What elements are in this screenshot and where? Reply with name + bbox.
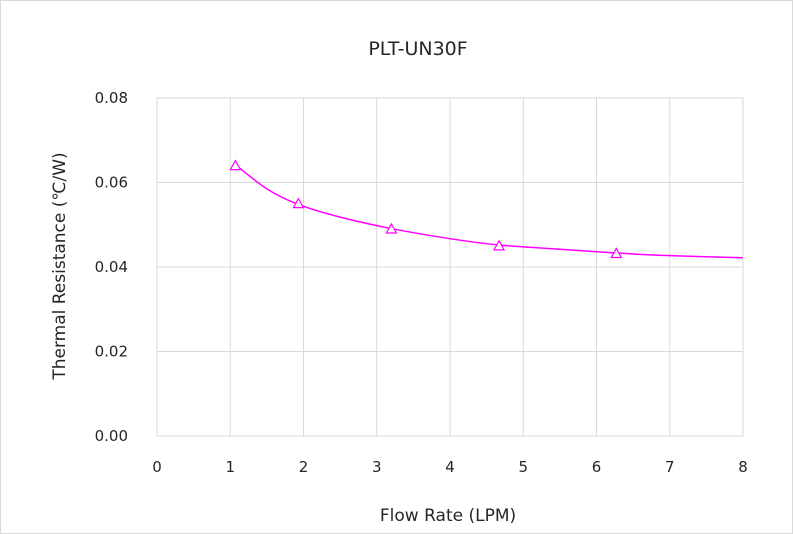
data-point-marker — [229, 159, 242, 171]
x-tick-labels: 0 1 2 3 4 5 6 7 8 — [152, 458, 748, 476]
y-tick-label: 0.04 — [95, 258, 128, 276]
y-tick-label: 0.08 — [95, 89, 128, 107]
plot-area-border — [156, 97, 744, 437]
x-tick-label: 2 — [299, 458, 309, 476]
data-points — [229, 159, 623, 259]
y-tick-label: 0.06 — [95, 174, 128, 192]
x-tick-label: 5 — [518, 458, 528, 476]
x-tick-label: 4 — [445, 458, 455, 476]
x-tick-label: 8 — [738, 458, 748, 476]
x-axis-title: Flow Rate (LPM) — [380, 506, 516, 526]
y-axis-title: Thermal Resistance (℃/W) — [50, 152, 70, 380]
data-point-marker — [292, 197, 305, 209]
x-tick-label: 6 — [592, 458, 602, 476]
x-tick-label: 1 — [225, 458, 235, 476]
x-tick-label: 0 — [152, 458, 162, 476]
trendline — [234, 164, 744, 259]
y-tick-label: 0.02 — [95, 343, 128, 361]
y-tick-labels: 0.00 0.02 0.04 0.06 0.08 — [95, 89, 128, 445]
data-point-marker — [610, 247, 623, 259]
data-point-marker — [493, 239, 506, 251]
x-tick-label: 7 — [665, 458, 675, 476]
y-tick-label: 0.00 — [95, 427, 128, 445]
chart-title: PLT-UN30F — [368, 38, 467, 60]
x-tick-label: 3 — [372, 458, 382, 476]
data-point-marker — [385, 222, 398, 234]
